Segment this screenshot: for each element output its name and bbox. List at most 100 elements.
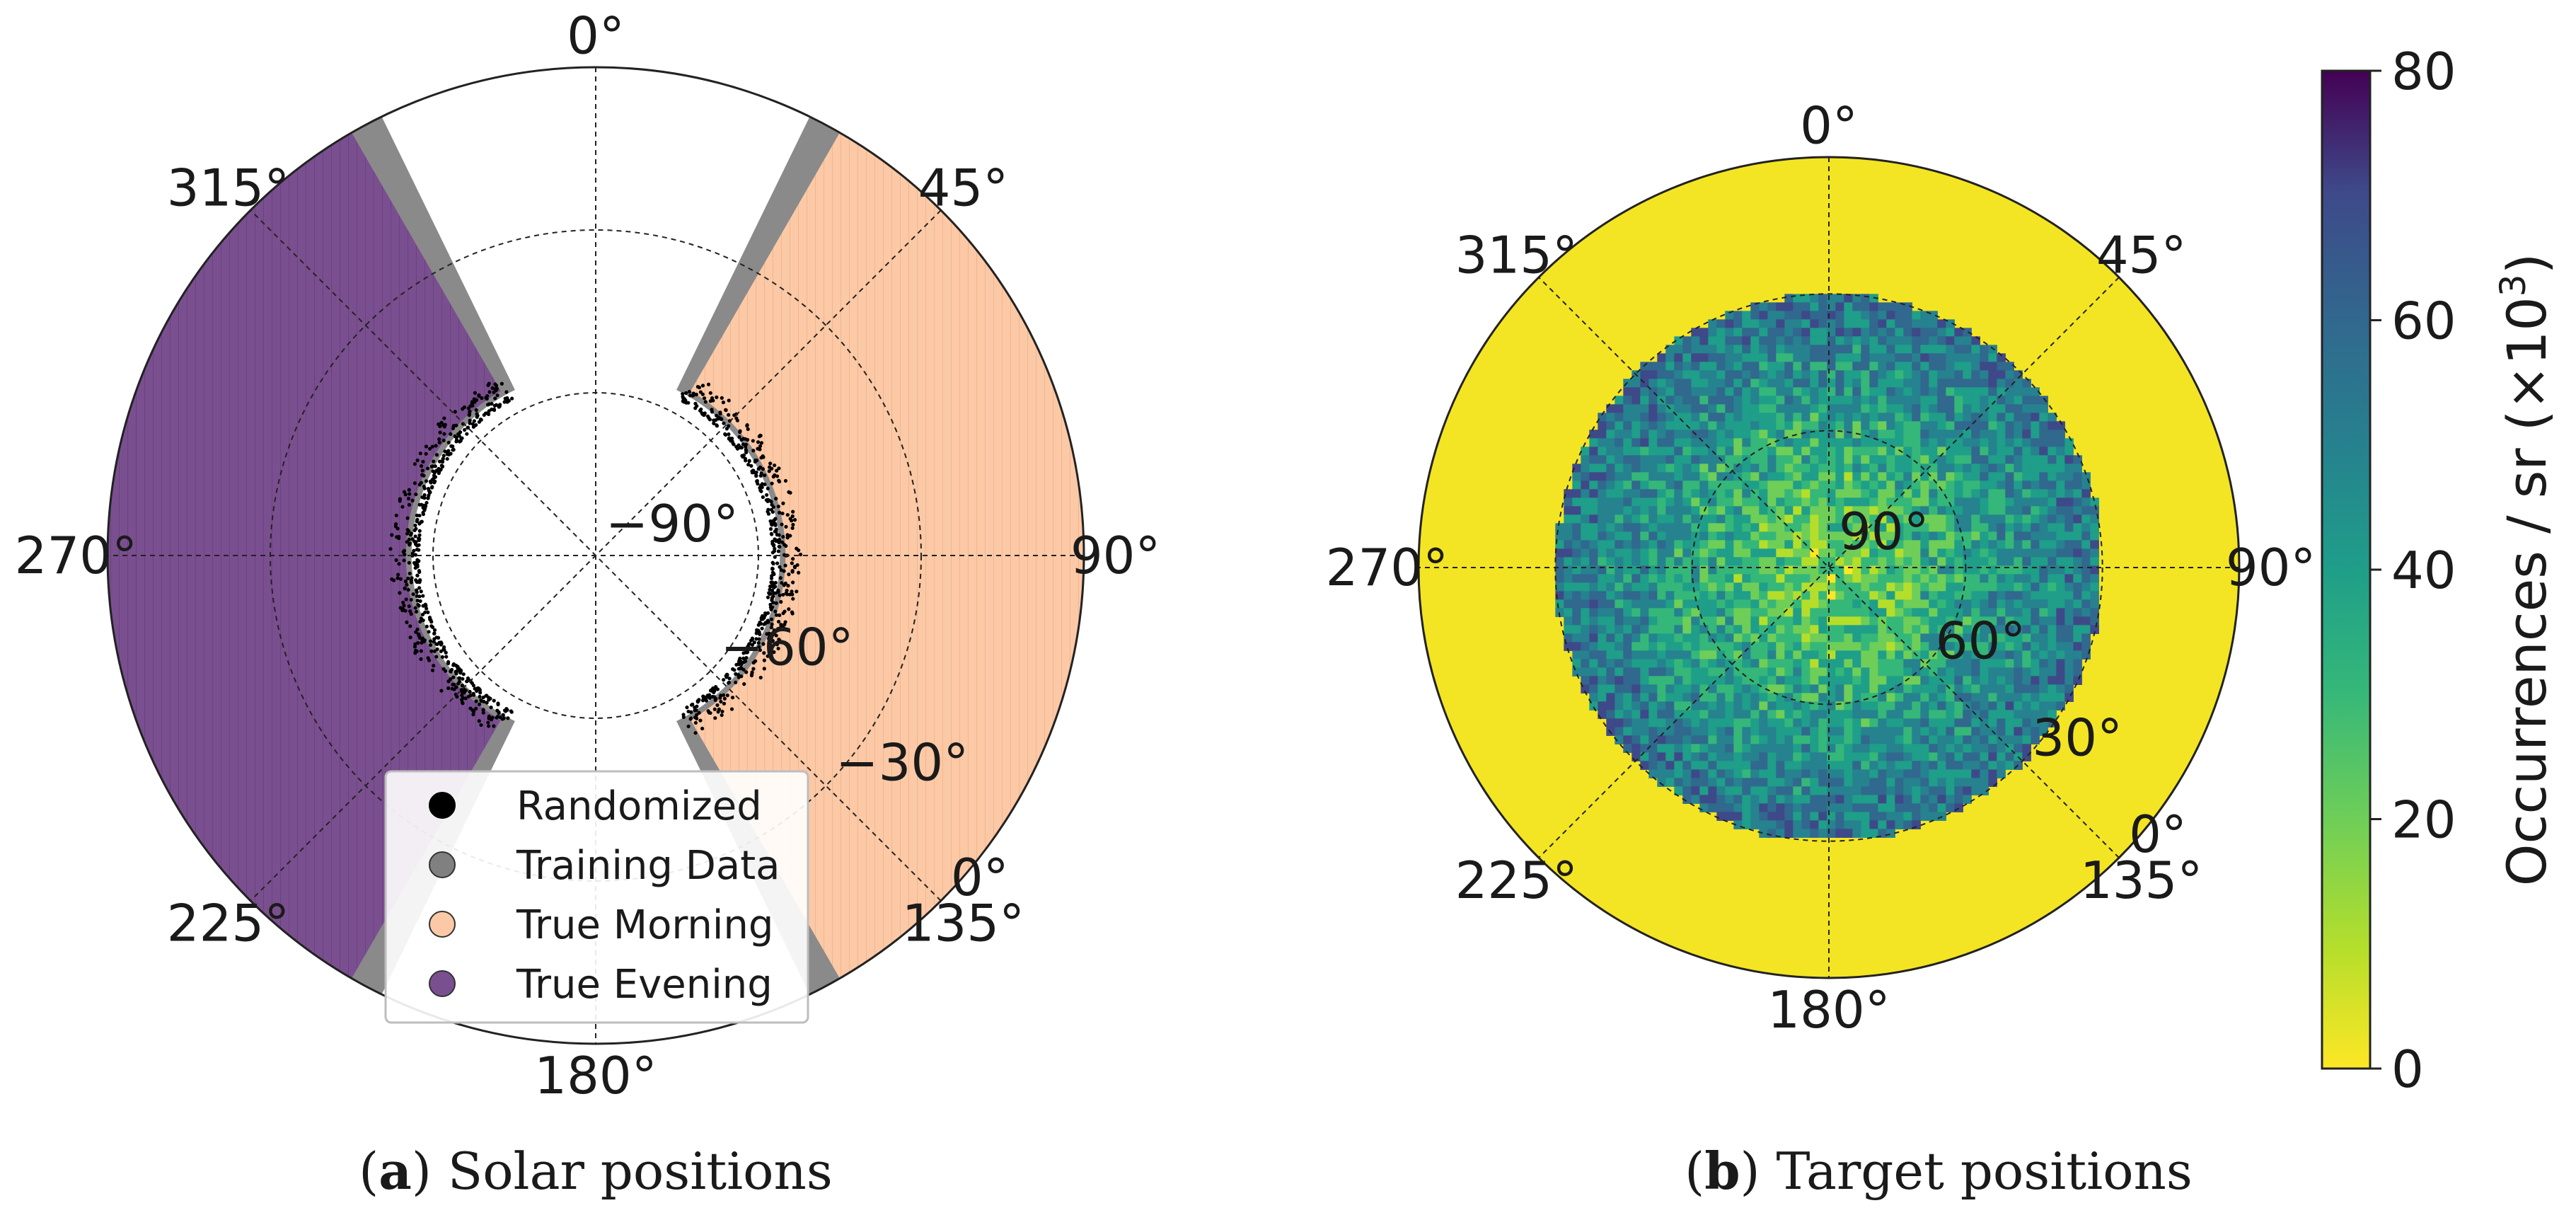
heatmap-cell (1657, 362, 1666, 371)
heatmap-cell (1674, 642, 1683, 651)
heatmap-cell (1801, 413, 1810, 422)
heatmap-cell (1674, 464, 1683, 473)
heatmap-cell (1750, 430, 1760, 439)
randomized-point (795, 563, 799, 568)
heatmap-cell (1810, 803, 1819, 812)
heatmap-cell (2005, 455, 2014, 464)
randomized-point (715, 413, 719, 418)
heatmap-cell (2039, 523, 2048, 532)
randomized-point (775, 589, 780, 594)
heatmap-cell (1920, 464, 1929, 473)
heatmap-cell (1920, 625, 1929, 634)
randomized-point (444, 655, 449, 659)
angular-gridline (1538, 277, 2120, 858)
heatmap-cell (1997, 591, 2006, 600)
heatmap-cell (1878, 727, 1887, 736)
heatmap-cell (1818, 370, 1827, 379)
heatmap-cell (1801, 735, 1810, 744)
randomized-point (415, 594, 419, 598)
randomized-point (770, 622, 774, 626)
heatmap-cell (1929, 727, 1938, 736)
heatmap-cell (1937, 455, 1946, 464)
randomized-point (763, 611, 768, 616)
heatmap-cell (1878, 319, 1887, 328)
heatmap-cell (2056, 557, 2065, 566)
heatmap-cell (1818, 319, 1827, 328)
heatmap-cell (1895, 387, 1904, 396)
randomized-point (790, 561, 795, 565)
randomized-point (422, 503, 426, 507)
heatmap-cell (1878, 599, 1887, 609)
heatmap-cell (1631, 447, 1641, 456)
heatmap-cell (1997, 744, 2006, 753)
heatmap-cell (1657, 591, 1666, 600)
heatmap-cell (1980, 523, 1989, 532)
heatmap-cell (1937, 786, 1946, 795)
heatmap-cell (1801, 523, 1810, 532)
heatmap-cell (1793, 582, 1802, 592)
heatmap-cell (2056, 693, 2065, 702)
randomized-point (481, 708, 485, 712)
heatmap-cell (1920, 616, 1929, 626)
heatmap-cell (1810, 642, 1819, 651)
heatmap-cell (1886, 608, 1895, 617)
randomized-point (767, 469, 771, 473)
heatmap-cell (1946, 582, 1955, 592)
heatmap-cell (1801, 430, 1810, 439)
randomized-point (781, 534, 785, 539)
heatmap-cell (1869, 752, 1878, 761)
heatmap-cell (2081, 497, 2091, 507)
heatmap-cell (1674, 701, 1683, 710)
heatmap-cell (1912, 684, 1921, 694)
heatmap-cell (1691, 336, 1700, 345)
heatmap-cell (2031, 582, 2040, 592)
heatmap-cell (1589, 430, 1598, 439)
heatmap-cell (1835, 404, 1844, 413)
randomized-point (763, 482, 767, 487)
heatmap-cell (1844, 710, 1853, 719)
heatmap-cell (1572, 591, 1581, 600)
heatmap-cell (1869, 557, 1878, 566)
heatmap-cell (1750, 599, 1760, 609)
randomized-point (715, 423, 719, 427)
heatmap-cell (1886, 616, 1895, 626)
heatmap-cell (1793, 642, 1802, 651)
heatmap-cell (2047, 523, 2057, 532)
heatmap-cell (1691, 650, 1700, 660)
heatmap-cell (1716, 540, 1726, 549)
randomized-point (437, 471, 441, 476)
heatmap-cell (1708, 540, 1717, 549)
heatmap-cell (1861, 464, 1870, 473)
heatmap-cell (1631, 659, 1641, 668)
heatmap-cell (1623, 727, 1632, 736)
heatmap-cell (2090, 506, 2099, 515)
heatmap-cell (1733, 718, 1743, 727)
heatmap-cell (1818, 803, 1827, 812)
heatmap-cell (2039, 710, 2048, 719)
heatmap-cell (1699, 464, 1709, 473)
heatmap-cell (2039, 582, 2048, 592)
heatmap-cell (1750, 769, 1760, 778)
heatmap-cell (2031, 438, 2040, 447)
heatmap-cell (1793, 718, 1802, 727)
randomized-point (397, 562, 401, 566)
heatmap-cell (1733, 379, 1743, 388)
heatmap-cell (1835, 353, 1844, 362)
heatmap-cell (1733, 608, 1743, 617)
randomized-point (410, 498, 415, 502)
heatmap-cell (1878, 829, 1887, 838)
heatmap-cell (1937, 744, 1946, 753)
heatmap-cell (1844, 294, 1853, 303)
randomized-point (417, 529, 422, 533)
heatmap-cell (1776, 548, 1785, 558)
heatmap-cell (2031, 387, 2040, 396)
randomized-point (757, 637, 761, 641)
heatmap-cell (1759, 472, 1768, 481)
heatmap-cell (1657, 472, 1666, 481)
heatmap-cell (1648, 582, 1658, 592)
heatmap-cell (1572, 616, 1581, 626)
heatmap-cell (1852, 387, 1861, 396)
heatmap-cell (1988, 514, 1997, 524)
heatmap-cell (1589, 531, 1598, 541)
randomized-point (691, 393, 695, 398)
